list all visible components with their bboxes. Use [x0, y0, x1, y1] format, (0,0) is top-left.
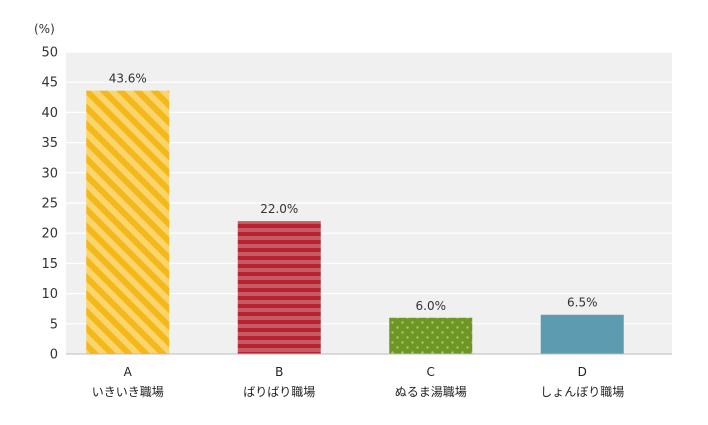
x-category-name: ぬるま湯職場 [395, 385, 467, 399]
data-label: 6.5% [567, 296, 598, 310]
x-category-letter: A [124, 365, 133, 379]
bar-c [389, 317, 473, 354]
x-axis-labels: A いきいき職場 B ばりばり職場 C ぬるま湯職場 D しょんぼり職場 [92, 365, 625, 399]
y-tick-label: 45 [41, 76, 58, 91]
y-tick-label: 40 [41, 106, 58, 121]
y-tick-label: 20 [41, 227, 58, 242]
x-category-letter: C [427, 365, 435, 379]
y-tick-label: 30 [41, 166, 58, 181]
x-category-name: いきいき職場 [92, 385, 164, 399]
x-category-letter: B [275, 365, 283, 379]
bars [86, 90, 624, 354]
y-axis-unit-label: (%) [34, 22, 55, 36]
y-tick-label: 25 [41, 197, 58, 212]
y-axis-ticks: 0 5 10 15 20 25 30 35 40 45 50 [41, 46, 58, 363]
bar-d [540, 314, 624, 354]
x-category-name: ばりばり職場 [243, 385, 315, 399]
bar-a [86, 90, 170, 354]
y-tick-label: 50 [41, 46, 58, 61]
y-tick-label: 35 [41, 136, 58, 151]
y-tick-label: 10 [41, 287, 58, 302]
y-tick-label: 15 [41, 257, 58, 272]
data-labels: 43.6% 22.0% 6.0% 6.5% [109, 72, 598, 313]
y-tick-label: 5 [50, 317, 58, 332]
data-label: 6.0% [416, 299, 447, 313]
data-label: 22.0% [260, 202, 298, 216]
data-label: 43.6% [109, 72, 147, 86]
y-tick-label: 0 [50, 348, 58, 363]
x-category-name: しょんぼり職場 [540, 385, 624, 399]
x-category-letter: D [578, 365, 587, 379]
bar-b [237, 221, 321, 354]
